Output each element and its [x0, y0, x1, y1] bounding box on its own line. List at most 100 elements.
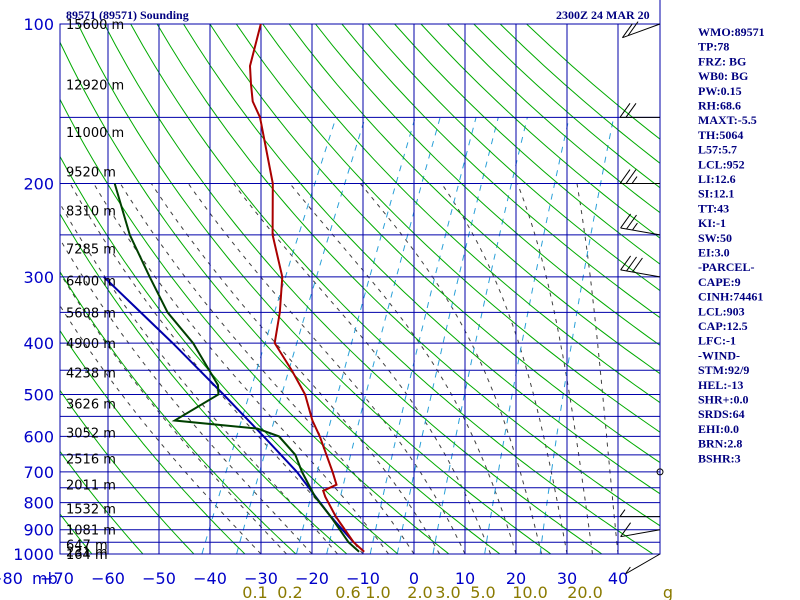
stability-index-line: SW:50: [698, 231, 732, 245]
mixing-ratio-line: [396, 117, 499, 554]
wind-barb-flag: [619, 169, 631, 184]
mixing-ratio-labels: 0.1 0.2 0.6 1.0 2.0 3.0 5.0 10.0 20.0 g: [242, 583, 673, 600]
wind-barb-staff: [625, 553, 661, 575]
height-label: 12920 m: [66, 78, 124, 93]
wind-barb: [620, 255, 661, 278]
pressure-tick-label: 100: [23, 15, 54, 34]
stability-index-line: EI:3.0: [698, 246, 730, 260]
pressure-tick-label: 200: [23, 175, 54, 194]
dry-adiabat-line: [341, 24, 660, 319]
height-label: 231 m: [66, 546, 108, 561]
dry-adiabat-line: [60, 329, 246, 554]
pressure-tick-label: 300: [23, 268, 54, 287]
pressure-tick-label: 400: [23, 334, 54, 353]
moist-adiabat-line: [93, 183, 389, 554]
temperature-tick-label: 0: [409, 569, 419, 588]
pressure-tick-label: 600: [23, 427, 54, 446]
dry-adiabat-line: [367, 24, 660, 292]
wind-barb-flag: [620, 255, 632, 271]
stability-index-line: HEL:-13: [698, 378, 743, 392]
pressure-tick-label: 700: [23, 463, 54, 482]
stability-index-line: LCL:903: [698, 304, 745, 318]
dewpoint-profile-line: [113, 183, 360, 553]
stability-index-line: SRDS:64: [698, 407, 745, 421]
dry-adiabat-line: [235, 24, 660, 433]
height-label: 2516 m: [66, 452, 116, 467]
height-label: 1532 m: [66, 502, 116, 517]
stability-index-line: TH:5064: [698, 128, 743, 142]
wind-barb-flag: [626, 214, 637, 230]
stability-index-line: WMO:89571: [698, 25, 765, 39]
pressure-axis-labels: 100 200 300 400 500 600 700 800 900 1000: [13, 15, 54, 564]
wind-barb: [624, 553, 661, 575]
stability-index-line: EHI:0.0: [698, 422, 739, 436]
wind-barb-half-flag: [619, 509, 626, 517]
temperature-tick-label: −80: [0, 569, 23, 588]
stability-index-line: FRZ: BG: [698, 54, 746, 68]
height-label: 15600 m: [66, 18, 124, 33]
wind-barb-staff: [620, 529, 661, 538]
height-labels: 15600 m 12920 m 11000 m 9520 m 8310 m 7285 m 6…: [66, 18, 124, 563]
wind-barb-flag: [625, 103, 637, 118]
temperature-tick-label: 30: [557, 569, 577, 588]
temperature-tick-label: −50: [142, 569, 176, 588]
mixing-ratio-label: 5.0: [470, 583, 495, 600]
dry-adiabat-line: [77, 24, 552, 554]
stability-index-line: LI:12.6: [698, 172, 736, 186]
sounding-profiles: [103, 24, 365, 553]
height-label: 3626 m: [66, 397, 116, 412]
temperature-axis-labels: −80 −70 −60 −50 −40 −30 −20 −10 0 10 20 30 40: [0, 569, 628, 588]
mixing-ratio-label: 1.0: [365, 583, 390, 600]
mixing-ratio-label: 3.0: [435, 583, 460, 600]
height-label: 2011 m: [66, 479, 116, 494]
dry-adiabat-line: [60, 98, 450, 554]
height-label: 164 m: [66, 548, 108, 563]
moist-adiabat-line: [60, 272, 287, 554]
stability-index-line: LCL:952: [698, 157, 745, 171]
moist-adiabat-line: [289, 183, 517, 554]
mixing-ratio-line: [432, 117, 528, 554]
isobar-isotherm-grid: [59, 0, 661, 555]
stability-index-line: CINH:74461: [698, 290, 763, 304]
dry-adiabat-line: [288, 24, 660, 375]
stability-index-line: STM:92/9: [698, 363, 749, 377]
mixing-ratio-line: [369, 117, 477, 554]
height-label: 1081 m: [66, 524, 116, 539]
wind-barb: [619, 169, 660, 185]
wind-barb-flag: [632, 257, 643, 273]
pressure-tick-label: 500: [23, 385, 54, 404]
wind-barb: [619, 103, 660, 118]
dry-adiabat-line: [60, 270, 297, 554]
wind-barb-flag: [622, 23, 633, 38]
stability-index-line: PW:0.15: [698, 84, 742, 98]
wind-barb-half-flag: [632, 222, 638, 231]
moist-adiabat-line: [359, 183, 542, 554]
wind-barb: [620, 522, 661, 538]
temperature-tick-label: −30: [244, 569, 278, 588]
mixing-ratio-label: 0.2: [277, 583, 302, 600]
dry-adiabat-line: [156, 24, 660, 527]
dry-adiabat-line: [60, 155, 399, 554]
stability-index-line: TP:78: [698, 40, 729, 54]
dry-adiabat-line: [130, 24, 654, 554]
height-label: 4238 m: [66, 367, 116, 382]
pressure-tick-label: 900: [23, 521, 54, 540]
mixing-ratio-label: 10.0: [512, 583, 548, 600]
wind-barb-flag: [627, 21, 639, 36]
stability-index-line: RH:68.6: [698, 99, 741, 113]
dry-adiabat-line: [60, 212, 348, 554]
wind-barb-flag: [620, 213, 632, 229]
dry-adiabat-line: [60, 389, 195, 554]
stability-index-line: KI:-1: [698, 216, 726, 230]
temperature-tick-label: −60: [91, 569, 125, 588]
wind-barb-staff: [620, 227, 661, 236]
wind-barb: [622, 21, 661, 39]
height-label: 3052 m: [66, 427, 116, 442]
station-title: 89571 (89571) Sounding: [66, 8, 189, 22]
wind-barb-half-flag: [624, 566, 631, 575]
height-label: 7285 m: [66, 242, 116, 257]
pressure-tick-label: 800: [23, 494, 54, 513]
temperature-tick-label: −10: [346, 569, 380, 588]
temperature-tick-label: −70: [40, 569, 74, 588]
